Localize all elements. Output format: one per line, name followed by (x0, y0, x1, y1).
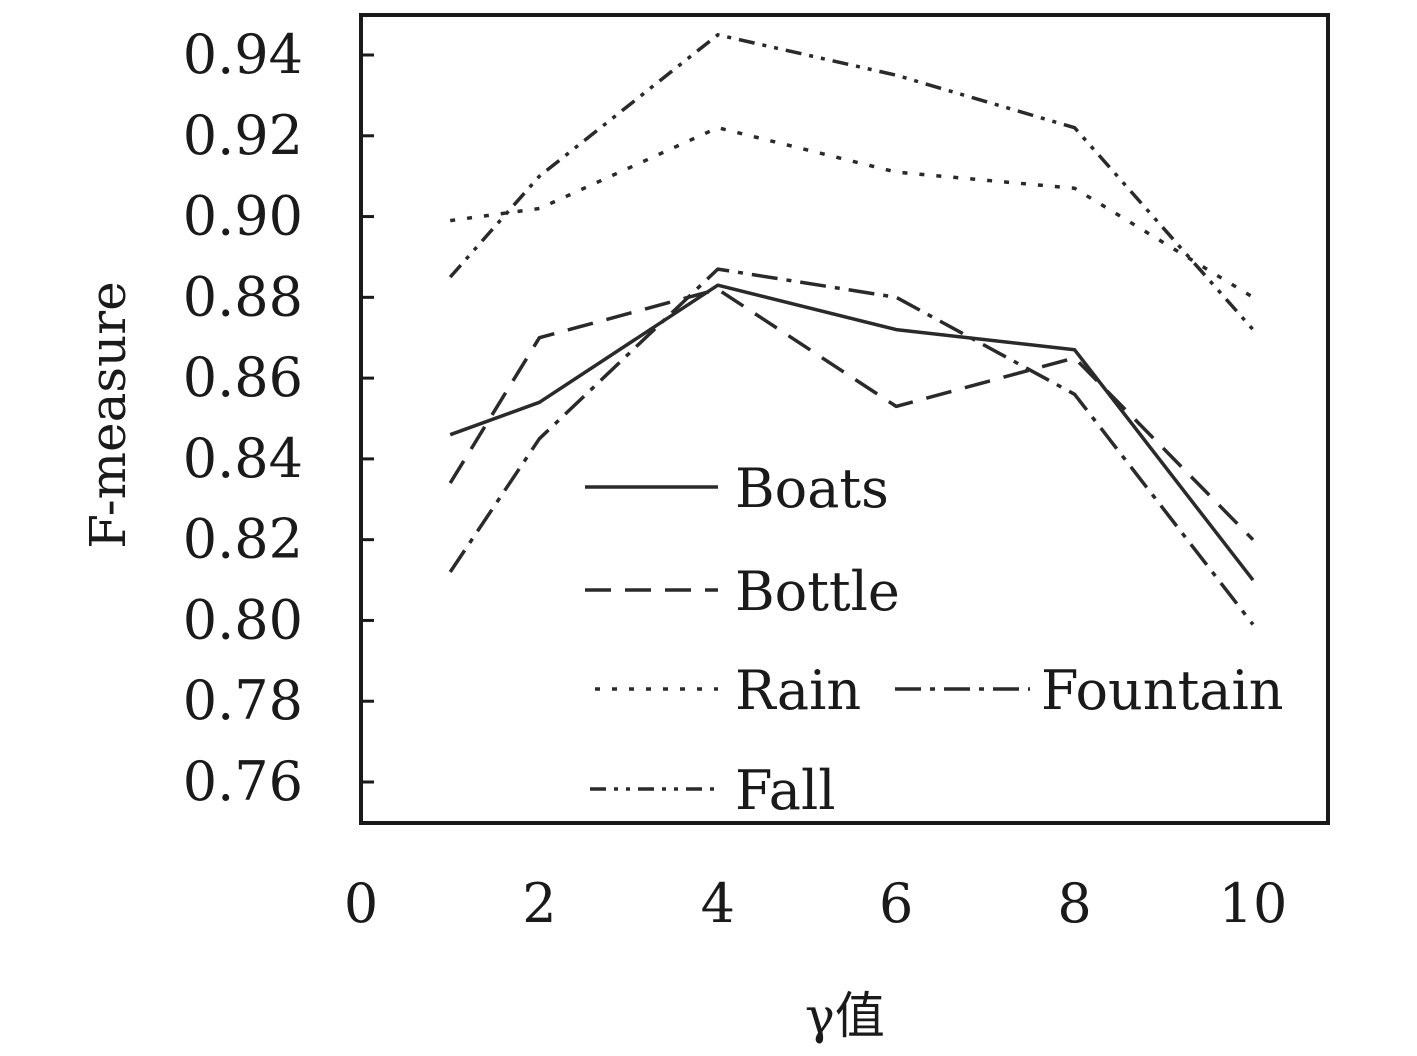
legend-label-fountain: Fountain (1041, 659, 1284, 722)
series-line-bottle (448, 287, 1255, 541)
x-tick-label: 6 (879, 872, 913, 935)
series-layer (448, 33, 1255, 626)
x-tick-label: 0 (344, 872, 378, 935)
plot-frame (359, 13, 1330, 825)
y-tick-label: 0.92 (183, 104, 303, 167)
series-line-boats (449, 283, 1255, 582)
y-tick-label: 0.86 (183, 346, 303, 409)
y-tick-label: 0.84 (183, 427, 303, 490)
x-tick-label: 8 (1057, 872, 1091, 935)
y-tick-label: 0.80 (183, 588, 303, 651)
legend-label-bottle: Bottle (735, 560, 900, 623)
y-axis: 0.76 0.78 0.80 0.82 0.84 0.86 0.88 0.90 0.92 0.94 (183, 23, 374, 813)
x-tick-label: 2 (522, 872, 556, 935)
y-tick-label: 0.76 (183, 750, 303, 813)
legend: Boats Bottle Rain Fountain Fall (585, 457, 1284, 822)
y-axis-title: F-measure (79, 281, 137, 549)
x-tick-label: 10 (1219, 872, 1288, 935)
series-line-fall (448, 33, 1255, 331)
legend-label-rain: Rain (735, 659, 861, 722)
y-tick-label: 0.94 (183, 23, 303, 86)
legend-label-boats: Boats (735, 457, 889, 520)
legend-label-fall: Fall (735, 759, 836, 822)
y-tick-label: 0.90 (183, 185, 303, 248)
y-tick-label: 0.88 (183, 265, 303, 328)
x-axis-title: γ值 (805, 987, 885, 1045)
x-tick-label: 4 (701, 872, 735, 935)
y-tick-label: 0.82 (183, 508, 303, 571)
series-line-rain (449, 125, 1254, 299)
series-line-fountain (448, 267, 1255, 626)
y-tick-label: 0.78 (183, 669, 303, 732)
x-axis: 0 2 4 6 8 10 (344, 872, 1288, 935)
